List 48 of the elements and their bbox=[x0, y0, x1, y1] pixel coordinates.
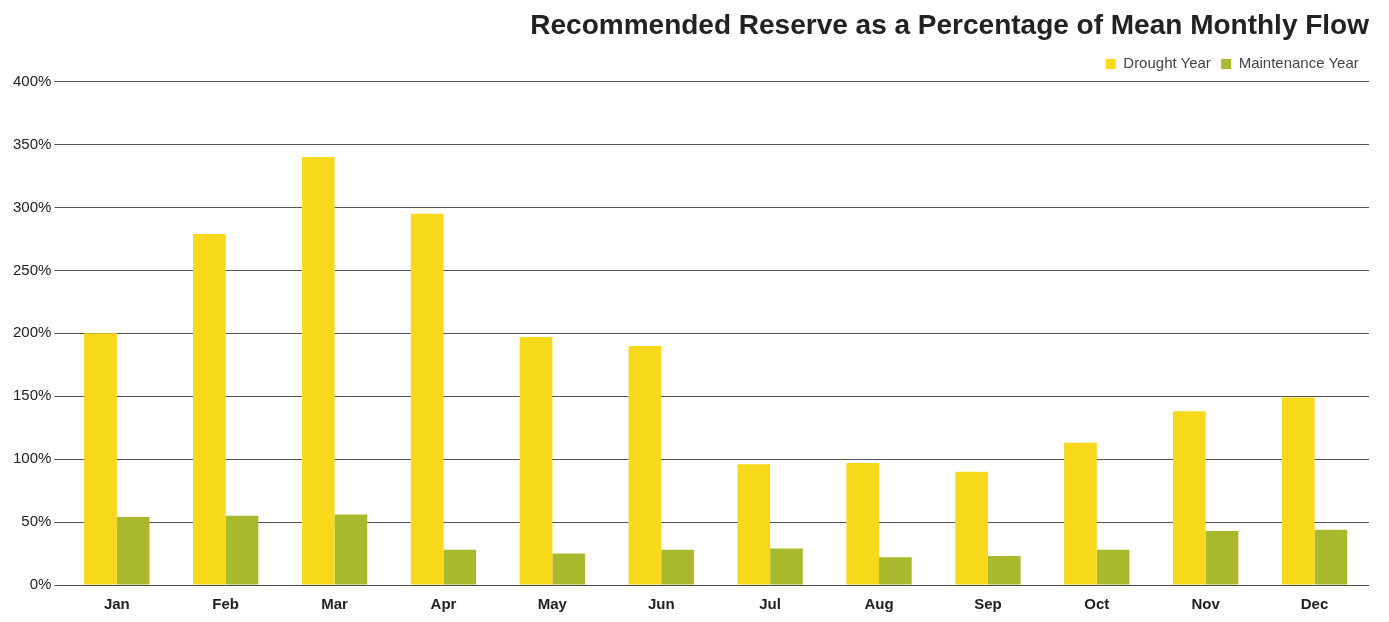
bar bbox=[628, 345, 662, 585]
x-tick-label: Oct bbox=[1084, 595, 1110, 613]
bar bbox=[116, 517, 150, 585]
bar bbox=[552, 553, 586, 585]
bar bbox=[770, 548, 803, 585]
bar bbox=[987, 556, 1021, 585]
chart-title: Recommended Reserve as a Percentage of Mean Monthly Flow bbox=[530, 8, 1370, 40]
bar bbox=[1064, 442, 1097, 585]
x-tick-label: Feb bbox=[212, 595, 240, 613]
x-tick-label: Jul bbox=[759, 595, 781, 613]
bar bbox=[846, 462, 880, 585]
bar bbox=[955, 471, 988, 585]
bar bbox=[410, 213, 444, 585]
bar bbox=[1314, 529, 1348, 585]
legend-label: Drought Year bbox=[1123, 54, 1211, 72]
bar bbox=[443, 549, 477, 585]
y-tick-label: 350% bbox=[12, 134, 52, 152]
bar bbox=[1096, 549, 1130, 585]
legend-label: Maintenance Year bbox=[1238, 54, 1359, 72]
y-tick-label: 50% bbox=[21, 512, 52, 530]
bar bbox=[1281, 397, 1315, 585]
bar bbox=[225, 515, 259, 585]
bar bbox=[193, 233, 226, 585]
bar bbox=[737, 464, 771, 585]
y-tick-label: 0% bbox=[29, 575, 52, 593]
y-tick-label: 300% bbox=[12, 197, 52, 215]
y-tick-label: 400% bbox=[12, 71, 52, 89]
bar bbox=[334, 514, 368, 585]
bar bbox=[301, 157, 335, 585]
x-tick-label: Aug bbox=[864, 595, 894, 613]
x-tick-label: Jan bbox=[103, 595, 130, 613]
bar bbox=[1173, 411, 1206, 585]
x-tick-label: Nov bbox=[1191, 595, 1221, 613]
y-tick-label: 200% bbox=[12, 323, 52, 341]
x-tick-label: Mar bbox=[321, 595, 349, 613]
y-tick-label: 150% bbox=[12, 386, 52, 404]
bar bbox=[519, 337, 553, 585]
x-tick-label: Apr bbox=[430, 595, 457, 613]
x-tick-label: May bbox=[537, 595, 568, 613]
y-tick-label: 250% bbox=[12, 260, 52, 278]
bar bbox=[1205, 530, 1239, 585]
x-tick-label: Dec bbox=[1300, 595, 1329, 613]
bar bbox=[84, 333, 117, 585]
y-tick-label: 100% bbox=[12, 449, 52, 467]
x-tick-label: Jun bbox=[647, 595, 675, 613]
bar bbox=[661, 549, 694, 585]
x-tick-label: Sep bbox=[974, 595, 1002, 613]
bar bbox=[879, 557, 912, 585]
